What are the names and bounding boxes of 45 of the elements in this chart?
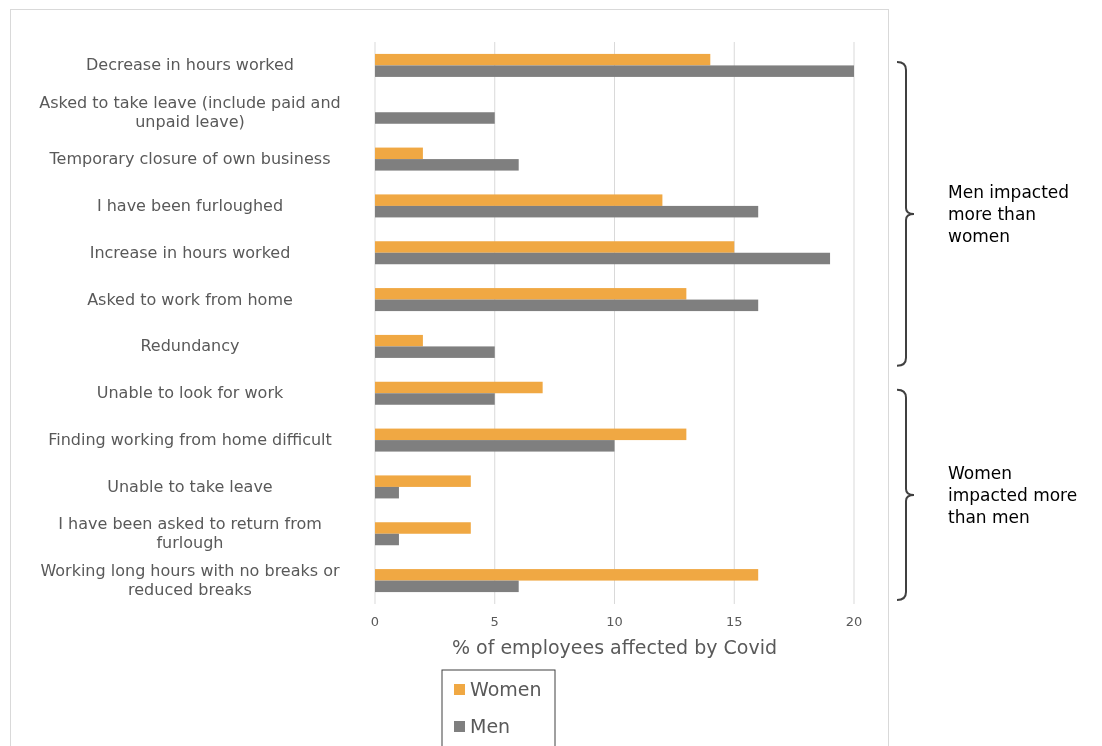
bar: [375, 205, 759, 218]
bar: [375, 241, 735, 253]
y-tick-label: Finding working from home difficult: [48, 430, 332, 450]
y-tick-label: Working long hours with no breaks or reduced breaks: [40, 561, 340, 600]
x-tick-label: 0: [370, 614, 380, 629]
x-tick-label: 5: [490, 614, 499, 629]
bar: [375, 533, 399, 546]
x-tick-label: 20: [845, 614, 863, 629]
bar: [375, 65, 854, 77]
y-tick-label: Asked to take leave (include paid and unpaid leave): [39, 92, 341, 131]
bar: [375, 346, 495, 358]
bar: [375, 288, 687, 300]
bar: [375, 334, 423, 347]
x-tick-label: 10: [606, 614, 623, 629]
bar: [375, 252, 831, 265]
bar: [375, 299, 759, 312]
y-tick-label: Decrease in hours worked: [86, 55, 294, 75]
bar: [375, 112, 495, 124]
bar: [375, 147, 423, 160]
y-tick-label: Increase in hours worked: [89, 242, 291, 262]
bar: [375, 381, 543, 394]
bar: [375, 475, 471, 487]
x-axis-title: % of employees affected by Covid: [451, 636, 778, 658]
bar: [375, 486, 399, 499]
text: Women impacted more than men: [948, 462, 1078, 527]
y-tick-label: Redundancy: [140, 336, 240, 356]
bar: [375, 428, 687, 441]
y-tick-label: Unable to take leave: [107, 476, 273, 496]
bar: [375, 393, 495, 405]
bar: [375, 522, 471, 534]
bar: [375, 159, 519, 171]
bar: [375, 569, 759, 581]
bar: [375, 440, 615, 452]
y-tick-label: Asked to work from home: [87, 289, 293, 309]
bar: [375, 194, 663, 206]
bar: [375, 580, 519, 593]
y-tick-label: Temporary closure of own business: [48, 149, 331, 169]
y-tick-label: I have been furloughed: [96, 195, 284, 215]
text: Men impacted more than women: [948, 181, 1070, 246]
y-tick-label: I have been asked to return from furlough: [58, 514, 322, 553]
y-tick-label: Unable to look for work: [96, 383, 284, 403]
legend-label: Women: [470, 678, 542, 700]
bar: [375, 53, 711, 66]
legend-label: Men: [470, 715, 511, 737]
x-tick-label: 15: [725, 614, 743, 629]
